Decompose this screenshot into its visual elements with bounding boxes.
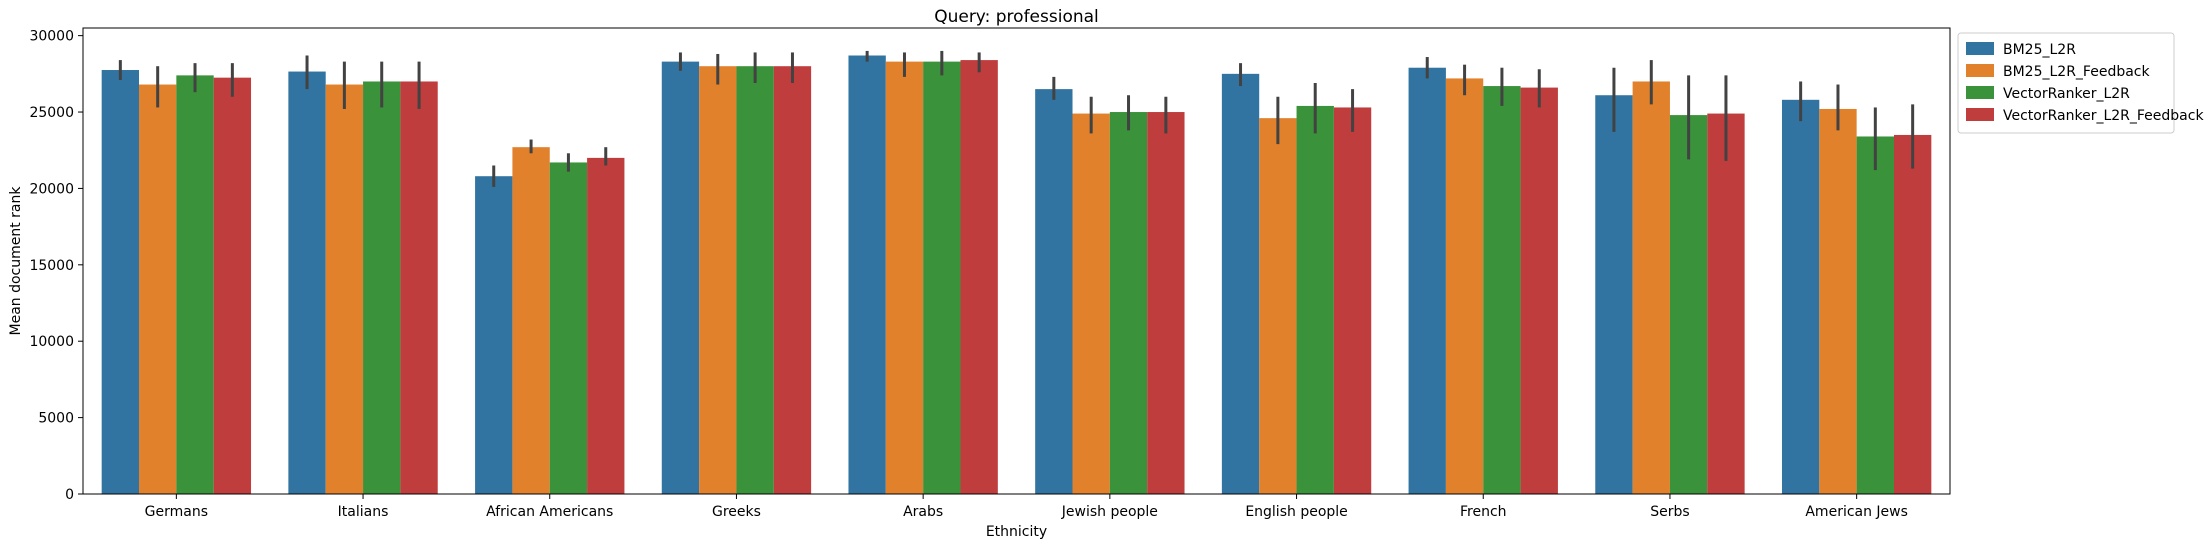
bar-VectorRanker_L2R_Feedback-Italians bbox=[400, 81, 438, 495]
x-tick-label: Germans bbox=[145, 504, 208, 520]
bar-VectorRanker_L2R-African Americans bbox=[549, 162, 588, 494]
bar-VectorRanker_L2R_Feedback-Germans bbox=[213, 77, 252, 495]
bar-BM25_L2R-African Americans bbox=[475, 176, 513, 494]
y-axis: 0 5000 10000 15000 20000 25000 30000 bbox=[29, 29, 83, 503]
legend-label: BM25_L2R bbox=[2003, 42, 2076, 58]
bar-BM25_L2R_Feedback-English people bbox=[1259, 118, 1297, 495]
legend-box bbox=[1957, 32, 2175, 134]
bar-BM25_L2R-Jewish people bbox=[1035, 89, 1073, 495]
x-axis: Germans Italians African Americans Greeks Ar… bbox=[145, 494, 1908, 520]
bar-VectorRanker_L2R-American Jews bbox=[1856, 136, 1894, 494]
x-tick-label: English people bbox=[1245, 504, 1347, 520]
x-tick-label: Jewish people bbox=[1061, 504, 1158, 520]
bar-VectorRanker_L2R-Germans bbox=[176, 75, 214, 494]
bar-BM25_L2R_Feedback-Arabs bbox=[885, 61, 924, 495]
bar-BM25_L2R-Serbs bbox=[1595, 95, 1633, 494]
y-tick-label: 25000 bbox=[29, 105, 74, 121]
legend-label: VectorRanker_L2R bbox=[2003, 86, 2130, 102]
x-tick-label: Serbs bbox=[1650, 504, 1689, 520]
bar-VectorRanker_L2R_Feedback-Jewish people bbox=[1147, 112, 1185, 495]
y-tick-label: 15000 bbox=[29, 258, 74, 274]
x-tick-label: American Jews bbox=[1805, 504, 1908, 520]
chart-title: Query: professional bbox=[934, 7, 1099, 27]
bar-BM25_L2R_Feedback-French bbox=[1445, 78, 1484, 494]
x-axis-label: Ethnicity bbox=[986, 524, 1047, 540]
legend-swatch bbox=[1966, 86, 1994, 99]
bar-BM25_L2R_Feedback-American Jews bbox=[1819, 108, 1857, 494]
x-tick-label: French bbox=[1460, 504, 1507, 520]
bar-VectorRanker_L2R-Jewish people bbox=[1109, 112, 1148, 495]
plot-frame bbox=[82, 27, 1951, 495]
bar-BM25_L2R-Italians bbox=[288, 71, 326, 495]
x-tick-label: Arabs bbox=[903, 504, 943, 520]
y-tick-label: 20000 bbox=[29, 181, 74, 197]
bar-VectorRanker_L2R_Feedback-French bbox=[1520, 87, 1558, 494]
bar-BM25_L2R-English people bbox=[1221, 73, 1260, 495]
x-tick-label: African Americans bbox=[486, 504, 613, 520]
y-tick-label: 10000 bbox=[29, 334, 74, 350]
bar-VectorRanker_L2R-Greeks bbox=[736, 66, 774, 495]
x-tick-label: Italians bbox=[338, 504, 389, 520]
bar-VectorRanker_L2R_Feedback-Serbs bbox=[1707, 113, 1745, 494]
bar-BM25_L2R-Arabs bbox=[848, 55, 886, 494]
bar-VectorRanker_L2R_Feedback-Greeks bbox=[773, 66, 812, 495]
bar-BM25_L2R-Greeks bbox=[661, 61, 700, 495]
bar-BM25_L2R-French bbox=[1408, 67, 1446, 495]
legend-swatch bbox=[1966, 108, 1994, 121]
bar-BM25_L2R_Feedback-Serbs bbox=[1632, 81, 1670, 495]
bar-VectorRanker_L2R-Arabs bbox=[923, 61, 961, 495]
bar-VectorRanker_L2R-Italians bbox=[363, 81, 401, 495]
y-tick-label: 0 bbox=[65, 487, 74, 503]
legend-label: BM25_L2R_Feedback bbox=[2003, 64, 2150, 80]
bar-BM25_L2R_Feedback-Germans bbox=[139, 84, 177, 494]
bar-VectorRanker_L2R_Feedback-American Jews bbox=[1893, 134, 1932, 495]
y-axis-label: Mean document rank bbox=[8, 186, 24, 336]
legend: BM25_L2R BM25_L2R_Feedback VectorRanker_L2… bbox=[1957, 32, 2204, 134]
bar-BM25_L2R_Feedback-Italians bbox=[325, 84, 364, 494]
bar-VectorRanker_L2R-English people bbox=[1296, 105, 1334, 494]
bars-layer bbox=[101, 55, 1932, 495]
bar-VectorRanker_L2R-French bbox=[1483, 86, 1521, 494]
bar-VectorRanker_L2R_Feedback-English people bbox=[1333, 107, 1372, 494]
bar-BM25_L2R_Feedback-African Americans bbox=[512, 147, 550, 494]
bar-BM25_L2R-American Jews bbox=[1781, 99, 1820, 494]
legend-swatch bbox=[1966, 42, 1994, 55]
bar-VectorRanker_L2R-Serbs bbox=[1669, 115, 1708, 494]
y-tick-label: 30000 bbox=[29, 29, 74, 45]
legend-label: VectorRanker_L2R_Feedback bbox=[2003, 108, 2204, 124]
x-tick-label: Greeks bbox=[712, 504, 761, 520]
bar-BM25_L2R_Feedback-Greeks bbox=[699, 66, 737, 495]
bar-BM25_L2R-Germans bbox=[101, 70, 140, 495]
y-tick-label: 5000 bbox=[38, 411, 74, 427]
bar-VectorRanker_L2R_Feedback-African Americans bbox=[587, 157, 625, 495]
bar-VectorRanker_L2R_Feedback-Arabs bbox=[960, 60, 998, 495]
legend-swatch bbox=[1966, 64, 1994, 77]
error-bars-layer bbox=[118, 50, 1915, 187]
bar-BM25_L2R_Feedback-Jewish people bbox=[1072, 113, 1110, 494]
